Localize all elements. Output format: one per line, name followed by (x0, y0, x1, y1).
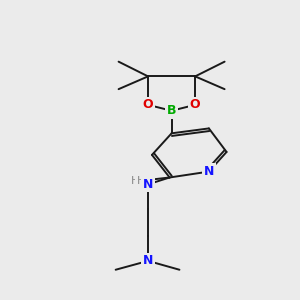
Text: N: N (143, 178, 153, 191)
Text: H: H (131, 176, 140, 186)
Text: O: O (143, 98, 153, 111)
Text: O: O (190, 98, 200, 111)
Text: B: B (167, 104, 176, 117)
Text: H: H (136, 176, 145, 186)
Text: N: N (143, 254, 153, 267)
Text: N: N (204, 165, 214, 178)
